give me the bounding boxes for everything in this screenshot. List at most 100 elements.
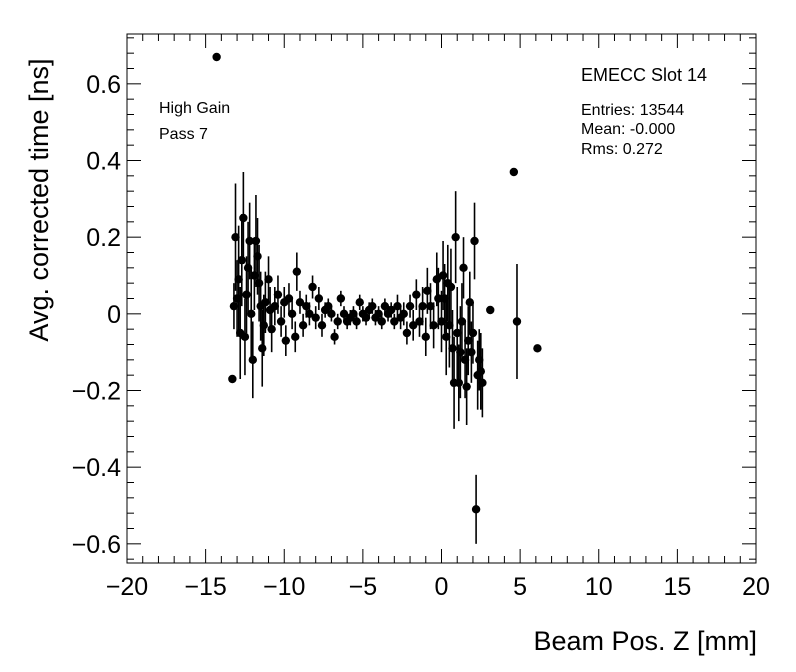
data-point: [421, 332, 430, 342]
data-point: [429, 321, 438, 330]
data-point: [239, 213, 248, 223]
data-points: [212, 52, 542, 544]
data-point: [470, 236, 479, 246]
data-point: [305, 309, 314, 319]
chart-title: EMECC Slot 14: [581, 65, 707, 85]
data-point: [258, 344, 267, 353]
data-point: [512, 317, 522, 326]
x-tick-label: 10: [585, 573, 613, 601]
data-point: [468, 328, 478, 338]
data-point: [281, 336, 291, 345]
x-tick-label: −20: [106, 573, 148, 601]
x-tick-label: −15: [184, 573, 226, 601]
data-point: [442, 332, 451, 342]
y-axis-label: Avg. corrected time [ns]: [24, 58, 54, 341]
data-point: [471, 505, 481, 514]
data-point: [240, 332, 250, 342]
data-point: [264, 275, 273, 284]
y-tick-label: 0.6: [86, 71, 121, 99]
data-point: [478, 378, 487, 388]
y-tick-label: −0.2: [72, 378, 121, 406]
data-point: [270, 301, 280, 311]
data-point: [399, 309, 408, 319]
stats-entries: Entries: 13544: [581, 102, 684, 119]
data-point: [462, 382, 471, 391]
y-tick-label: 0.2: [86, 224, 121, 252]
data-point: [355, 298, 364, 307]
data-point: [380, 301, 390, 311]
data-point: [254, 278, 264, 288]
data-point: [509, 167, 519, 177]
data-point: [361, 313, 371, 322]
data-point: [284, 294, 294, 303]
data-point: [333, 317, 342, 326]
data-point: [234, 275, 243, 284]
data-point: [298, 321, 308, 330]
x-tick-label: 15: [663, 573, 691, 601]
data-point: [438, 271, 448, 280]
x-tick-label: 5: [513, 573, 527, 601]
data-point: [317, 321, 327, 330]
data-point: [434, 294, 443, 303]
data-point: [308, 282, 317, 292]
data-point: [327, 309, 336, 319]
y-tick-label: 0.4: [86, 148, 121, 176]
data-point: [390, 317, 399, 326]
data-point: [453, 328, 462, 338]
y-tick-labels: 0.6 0.4 0.2 0 −0.2 −0.4 −0.6: [72, 71, 121, 559]
data-point: [464, 336, 473, 345]
annotation-pass: Pass 7: [159, 126, 208, 143]
data-point: [311, 313, 320, 322]
stats-rms: Rms: 0.272: [581, 141, 663, 158]
data-point: [486, 305, 495, 315]
data-point: [393, 301, 402, 311]
data-point: [386, 305, 396, 315]
data-point: [324, 301, 333, 311]
data-point: [459, 263, 468, 273]
data-point: [533, 344, 542, 353]
data-point: [448, 344, 457, 353]
data-point: [228, 374, 237, 384]
stats-mean: Mean: -0.000: [581, 121, 675, 138]
data-point: [476, 367, 486, 376]
data-point: [237, 255, 246, 265]
data-point: [276, 317, 286, 326]
data-point: [349, 309, 358, 319]
data-point: [467, 347, 476, 357]
data-point: [418, 301, 427, 311]
data-point: [212, 52, 221, 62]
x-axis-label: Beam Pos. Z [mm]: [533, 626, 757, 656]
data-point: [454, 378, 463, 388]
data-point: [242, 290, 251, 299]
data-point: [408, 321, 418, 330]
data-point: [339, 309, 349, 319]
data-point: [245, 236, 254, 246]
y-tick-label: 0: [107, 301, 121, 329]
data-point: [446, 282, 456, 292]
data-point: [314, 294, 324, 303]
data-point: [287, 309, 297, 319]
data-point: [302, 301, 311, 311]
data-point: [465, 298, 475, 307]
data-point: [423, 286, 432, 296]
data-point: [248, 355, 257, 365]
data-point: [336, 294, 346, 303]
x-tick-labels: −20 −15 −10 −5 0 5 10 15 20: [106, 573, 770, 601]
data-point: [377, 317, 386, 326]
data-point: [229, 301, 239, 311]
data-point: [412, 290, 421, 299]
data-point: [291, 332, 300, 342]
data-point: [292, 267, 302, 276]
data-point: [405, 301, 415, 311]
data-point: [253, 252, 262, 261]
data-point: [451, 232, 460, 242]
y-tick-label: −0.4: [72, 454, 121, 482]
data-point: [402, 328, 412, 338]
data-point: [437, 317, 446, 326]
x-tick-label: −10: [263, 573, 305, 601]
x-tick-label: 0: [435, 573, 449, 601]
data-point: [457, 317, 467, 326]
data-point: [295, 298, 305, 307]
data-point: [231, 232, 240, 242]
annotation-gain: High Gain: [159, 100, 230, 117]
